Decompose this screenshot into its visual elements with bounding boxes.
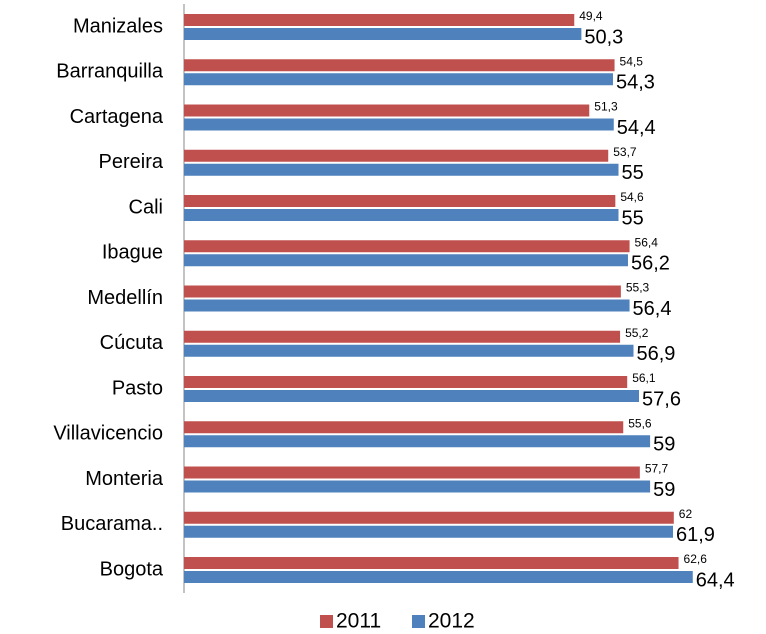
data-label: 57,7	[645, 462, 669, 476]
bar	[184, 557, 679, 569]
bar	[184, 376, 628, 388]
legend-label: 2012	[428, 610, 475, 633]
data-label: 56,4	[635, 235, 659, 249]
bar	[184, 28, 582, 40]
bar	[184, 73, 613, 86]
data-label: 55,3	[626, 281, 650, 295]
category-label: Pereira	[99, 151, 164, 173]
data-label: 51,3	[594, 100, 618, 114]
data-label: 59	[653, 434, 675, 456]
data-label: 62,6	[684, 552, 708, 566]
data-label: 64,4	[696, 569, 735, 591]
bar	[184, 209, 619, 221]
bar	[184, 285, 621, 298]
data-label: 54,4	[617, 117, 656, 139]
bar	[184, 59, 615, 72]
bar	[184, 571, 693, 583]
data-label: 54,6	[620, 190, 644, 204]
bar	[184, 480, 651, 493]
bar	[184, 390, 640, 402]
data-label: 56,2	[631, 253, 670, 275]
bar	[184, 344, 634, 357]
legend-label: 2011	[336, 610, 381, 633]
data-label: 56,1	[632, 371, 656, 385]
data-label: 56,4	[633, 298, 672, 320]
bar	[184, 435, 651, 448]
category-label: Pasto	[112, 377, 163, 399]
category-label: Cúcuta	[100, 332, 164, 354]
bar	[184, 330, 621, 343]
legend-swatch	[320, 615, 333, 628]
category-label: Cartagena	[70, 106, 164, 128]
bar	[184, 163, 619, 176]
data-label: 54,3	[616, 72, 655, 94]
bar	[184, 14, 575, 26]
category-label: Cali	[129, 196, 163, 218]
bar	[184, 240, 630, 253]
bar	[184, 149, 609, 162]
category-label: Barranquilla	[56, 61, 164, 83]
data-label: 55,2	[625, 326, 649, 340]
data-label: 53,7	[613, 145, 637, 159]
bar	[184, 421, 624, 434]
bar	[184, 195, 616, 207]
category-label: Medellín	[87, 287, 163, 309]
bar	[184, 104, 590, 117]
data-label: 55,6	[628, 416, 652, 430]
data-label: 55	[622, 207, 644, 229]
bar	[184, 466, 640, 479]
data-label: 59	[653, 479, 675, 501]
category-label: Bogota	[100, 558, 164, 580]
data-label: 57,6	[642, 388, 681, 410]
bar	[184, 299, 630, 312]
data-label: 49,4	[579, 9, 603, 23]
data-label: 56,9	[637, 343, 676, 365]
bar	[184, 118, 614, 131]
category-label: Manizales	[73, 15, 163, 37]
bar	[184, 525, 674, 538]
bar	[184, 511, 674, 524]
category-label: Villavicencio	[53, 423, 163, 445]
category-label: Bucarama..	[61, 513, 163, 535]
legend-swatch	[412, 615, 425, 628]
data-label: 55	[622, 162, 644, 184]
data-label: 61,9	[676, 524, 715, 546]
bar	[184, 254, 628, 267]
category-label: Ibague	[102, 242, 163, 264]
data-label: 50,3	[584, 26, 623, 48]
data-label: 62	[679, 507, 693, 521]
data-label: 54,5	[620, 54, 644, 68]
category-label: Monteria	[85, 468, 164, 490]
